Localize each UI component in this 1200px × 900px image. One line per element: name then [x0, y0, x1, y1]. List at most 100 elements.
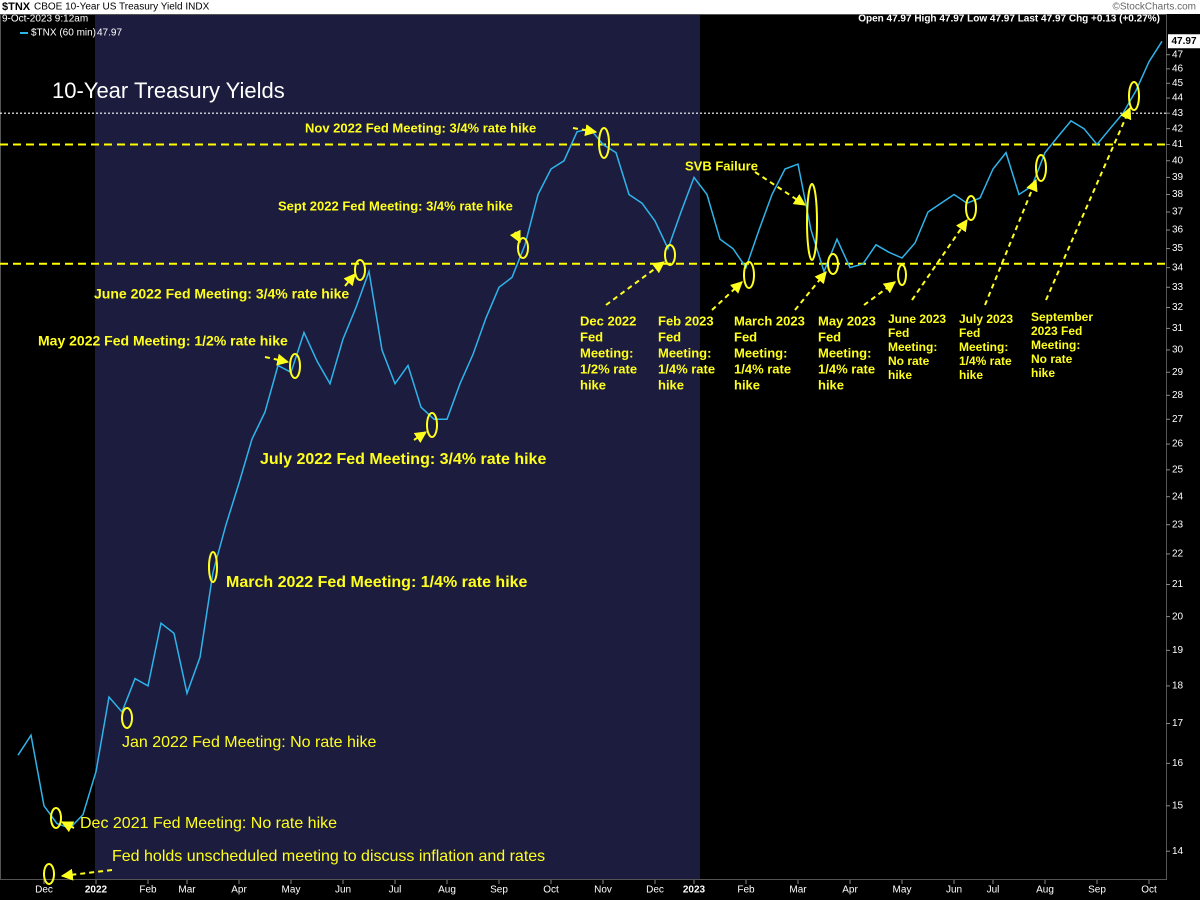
annotation: March 2022 Fed Meeting: 1/4% rate hike: [226, 574, 528, 591]
y-tick-label: 38: [1172, 189, 1184, 200]
stacked-annotation: hike: [818, 377, 844, 392]
stacked-annotation: Meeting:: [959, 340, 1008, 354]
y-tick-label: 23: [1172, 519, 1184, 530]
stacked-annotation: Dec 2022: [580, 313, 636, 328]
stacked-annotation: Fed: [580, 329, 603, 344]
stacked-annotation: hike: [734, 377, 760, 392]
x-tick-label: Jun: [946, 885, 962, 896]
quote: Open 47.97 High 47.97 Low 47.97 Last 47.…: [858, 14, 1160, 25]
chart-title: 10-Year Treasury Yields: [52, 78, 285, 103]
y-tick-label: 18: [1172, 681, 1184, 692]
stacked-annotation: Fed: [818, 329, 841, 344]
y-tick-label: 19: [1172, 645, 1184, 656]
x-tick-label: May: [893, 885, 912, 896]
x-tick-label: Aug: [1036, 885, 1054, 896]
annotation: June 2022 Fed Meeting: 3/4% rate hike: [94, 286, 349, 302]
y-tick-label: 44: [1172, 93, 1184, 104]
annotation: SVB Failure: [685, 158, 758, 173]
credit: ©StockCharts.com: [1112, 2, 1196, 13]
y-tick-label: 17: [1172, 718, 1184, 729]
stacked-annotation: 1/4% rate: [818, 361, 875, 376]
stacked-annotation: Fed: [959, 326, 980, 340]
y-tick-label: 14: [1172, 846, 1184, 857]
y-tick-label: 25: [1172, 465, 1184, 476]
annotation: Jan 2022 Fed Meeting: No rate hike: [122, 734, 376, 751]
y-tick-label: 21: [1172, 579, 1184, 590]
stacked-annotation: No rate: [888, 354, 930, 368]
header-bar: [0, 0, 1200, 14]
stacked-annotation: No rate: [1031, 352, 1073, 366]
y-tick-label: 24: [1172, 491, 1184, 502]
plot-frame: [0, 14, 1167, 880]
y-tick-label: 27: [1172, 414, 1184, 425]
y-tick-label: 22: [1172, 549, 1184, 560]
stacked-annotation: Feb 2023: [658, 313, 714, 328]
annotation: May 2022 Fed Meeting: 1/2% rate hike: [38, 333, 288, 349]
symbol: $TNX: [2, 1, 31, 13]
stacked-annotation: 1/4% rate: [734, 361, 791, 376]
stacked-annotation: July 2023: [959, 312, 1013, 326]
x-tick-label: Jul: [987, 885, 1000, 896]
y-tick-label: 33: [1172, 282, 1184, 293]
annotation: Sept 2022 Fed Meeting: 3/4% rate hike: [278, 198, 513, 213]
stacked-annotation: hike: [580, 377, 606, 392]
stacked-annotation: May 2023: [818, 313, 876, 328]
x-tick-label: Oct: [543, 885, 559, 896]
x-tick-label: Jun: [335, 885, 351, 896]
stacked-annotation: Fed: [888, 326, 909, 340]
y-tick-label: 37: [1172, 207, 1184, 218]
y-tick-label: 28: [1172, 390, 1184, 401]
stacked-annotation: 2023 Fed: [1031, 324, 1082, 338]
stacked-annotation: Meeting:: [1031, 338, 1080, 352]
stacked-annotation: Meeting:: [658, 345, 711, 360]
annotation: July 2022 Fed Meeting: 3/4% rate hike: [260, 451, 546, 468]
y-tick-label: 43: [1172, 108, 1184, 119]
x-tick-label: Aug: [438, 885, 456, 896]
stacked-annotation: hike: [959, 368, 983, 382]
x-tick-label: Feb: [139, 885, 157, 896]
y-tick-label: 15: [1172, 800, 1184, 811]
y-tick-label: 45: [1172, 78, 1184, 89]
y-tick-label: 29: [1172, 367, 1184, 378]
y-tick-label: 32: [1172, 302, 1184, 313]
last-value-label: 47.97: [1171, 36, 1196, 47]
annotations: Nov 2022 Fed Meeting: 3/4% rate hike SVB …: [38, 120, 1093, 865]
stacked-annotation: Fed: [658, 329, 681, 344]
arrows: [60, 106, 1132, 881]
x-tick-label: Mar: [178, 885, 196, 896]
stacked-annotation: Meeting:: [580, 345, 633, 360]
x-tick-label: May: [282, 885, 301, 896]
y-tick-label: 34: [1172, 262, 1184, 273]
last-value-box: [1168, 34, 1200, 49]
x-tick-label: Apr: [231, 885, 247, 896]
stacked-annotation: Fed: [734, 329, 757, 344]
stacked-annotation: Meeting:: [818, 345, 871, 360]
y-tick-label: 40: [1172, 155, 1184, 166]
highlight-ellipses: [43, 81, 1140, 885]
y-tick-label: 36: [1172, 225, 1184, 236]
stacked-annotation: 1/4% rate: [959, 354, 1012, 368]
y-tick-label: 30: [1172, 345, 1184, 356]
x-tick-label: Nov: [594, 885, 612, 896]
year-shading: [95, 14, 700, 880]
x-tick-label: 2023: [683, 885, 706, 896]
y-tick-label: 35: [1172, 243, 1184, 254]
stacked-annotation: 1/4% rate: [658, 361, 715, 376]
stacked-annotation: hike: [888, 368, 912, 382]
x-tick-label: Dec: [646, 885, 664, 896]
y-tick-label: 47: [1172, 49, 1184, 60]
x-tick-label: Feb: [737, 885, 755, 896]
x-tick-label: Oct: [1141, 885, 1157, 896]
x-tick-label: Sep: [490, 885, 508, 896]
y-tick-label: 20: [1172, 611, 1184, 622]
y-tick-label: 31: [1172, 323, 1184, 334]
stacked-annotation: Meeting:: [734, 345, 787, 360]
y-tick-label: 42: [1172, 123, 1184, 134]
y-tick-label: 39: [1172, 172, 1184, 183]
stacked-annotation: March 2023: [734, 313, 805, 328]
instrument: CBOE 10-Year US Treasury Yield INDX: [34, 2, 210, 13]
y-tick-label: 26: [1172, 439, 1184, 450]
x-tick-label: Sep: [1088, 885, 1106, 896]
annotation: Nov 2022 Fed Meeting: 3/4% rate hike: [305, 120, 536, 135]
